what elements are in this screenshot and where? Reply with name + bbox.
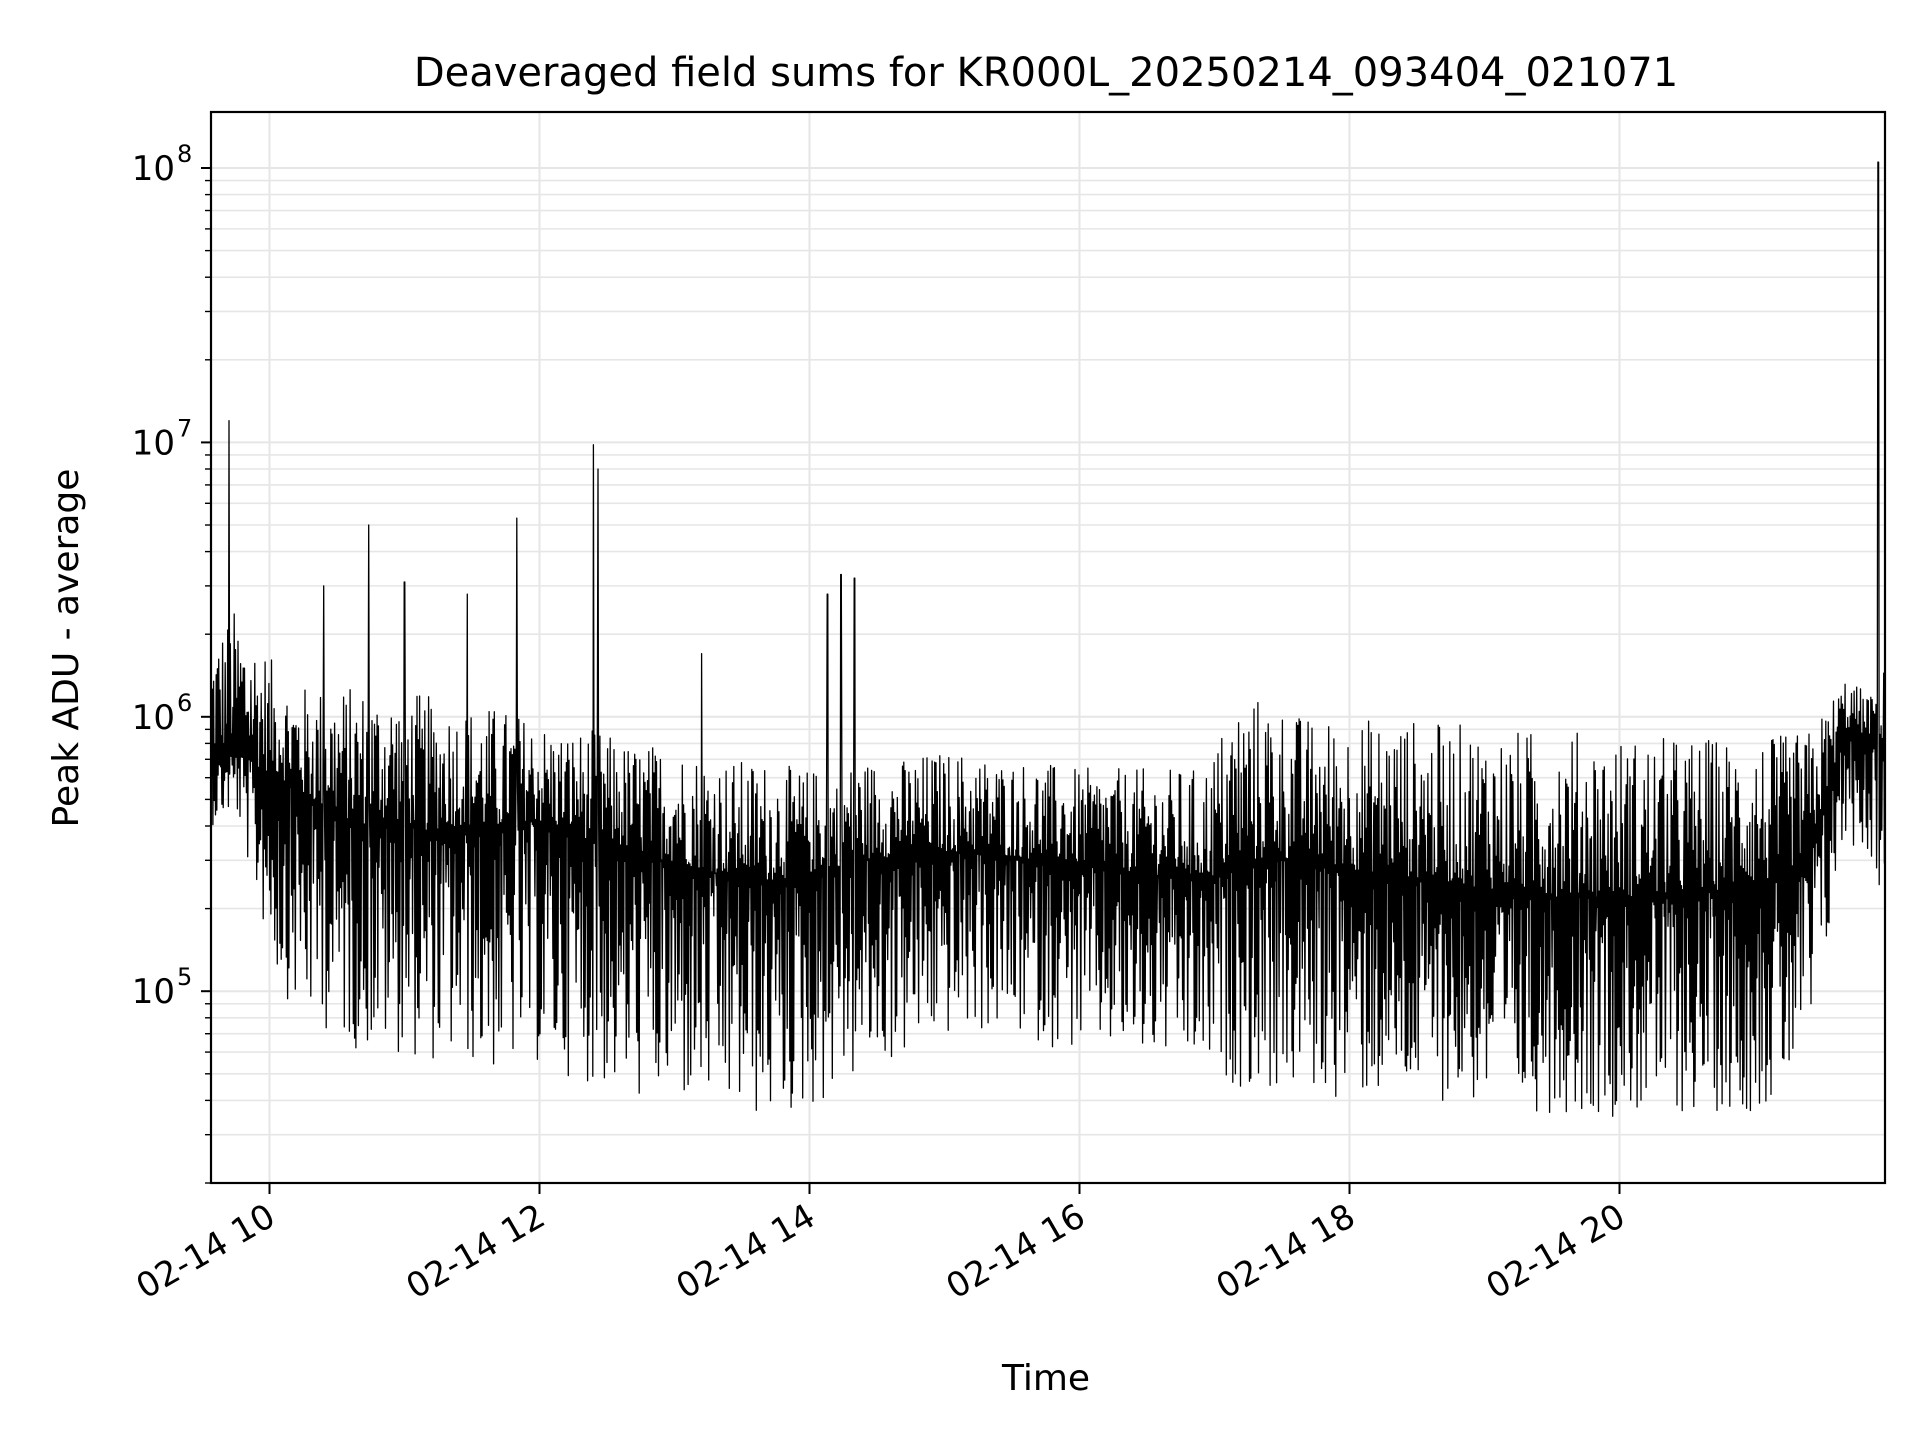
- y-tick-exponent: 6: [177, 689, 192, 717]
- y-tick-exponent: 8: [177, 140, 192, 168]
- series-line: [210, 161, 1886, 1117]
- y-tick-exponent: 7: [177, 414, 192, 442]
- y-tick-label: 10: [132, 149, 175, 189]
- y-tick-label: 10: [132, 423, 175, 463]
- x-axis-label: Time: [1001, 1358, 1090, 1399]
- y-axis-label: Peak ADU - average: [46, 469, 87, 828]
- plot-frame: [209, 110, 1887, 1185]
- data-layer: [210, 161, 1886, 1117]
- y-tick-exponent: 5: [177, 963, 192, 991]
- chart-title: Deaveraged field sums for KR000L_2025021…: [414, 50, 1678, 96]
- y-tick-label: 10: [132, 698, 175, 738]
- y-tick-label: 10: [132, 972, 175, 1012]
